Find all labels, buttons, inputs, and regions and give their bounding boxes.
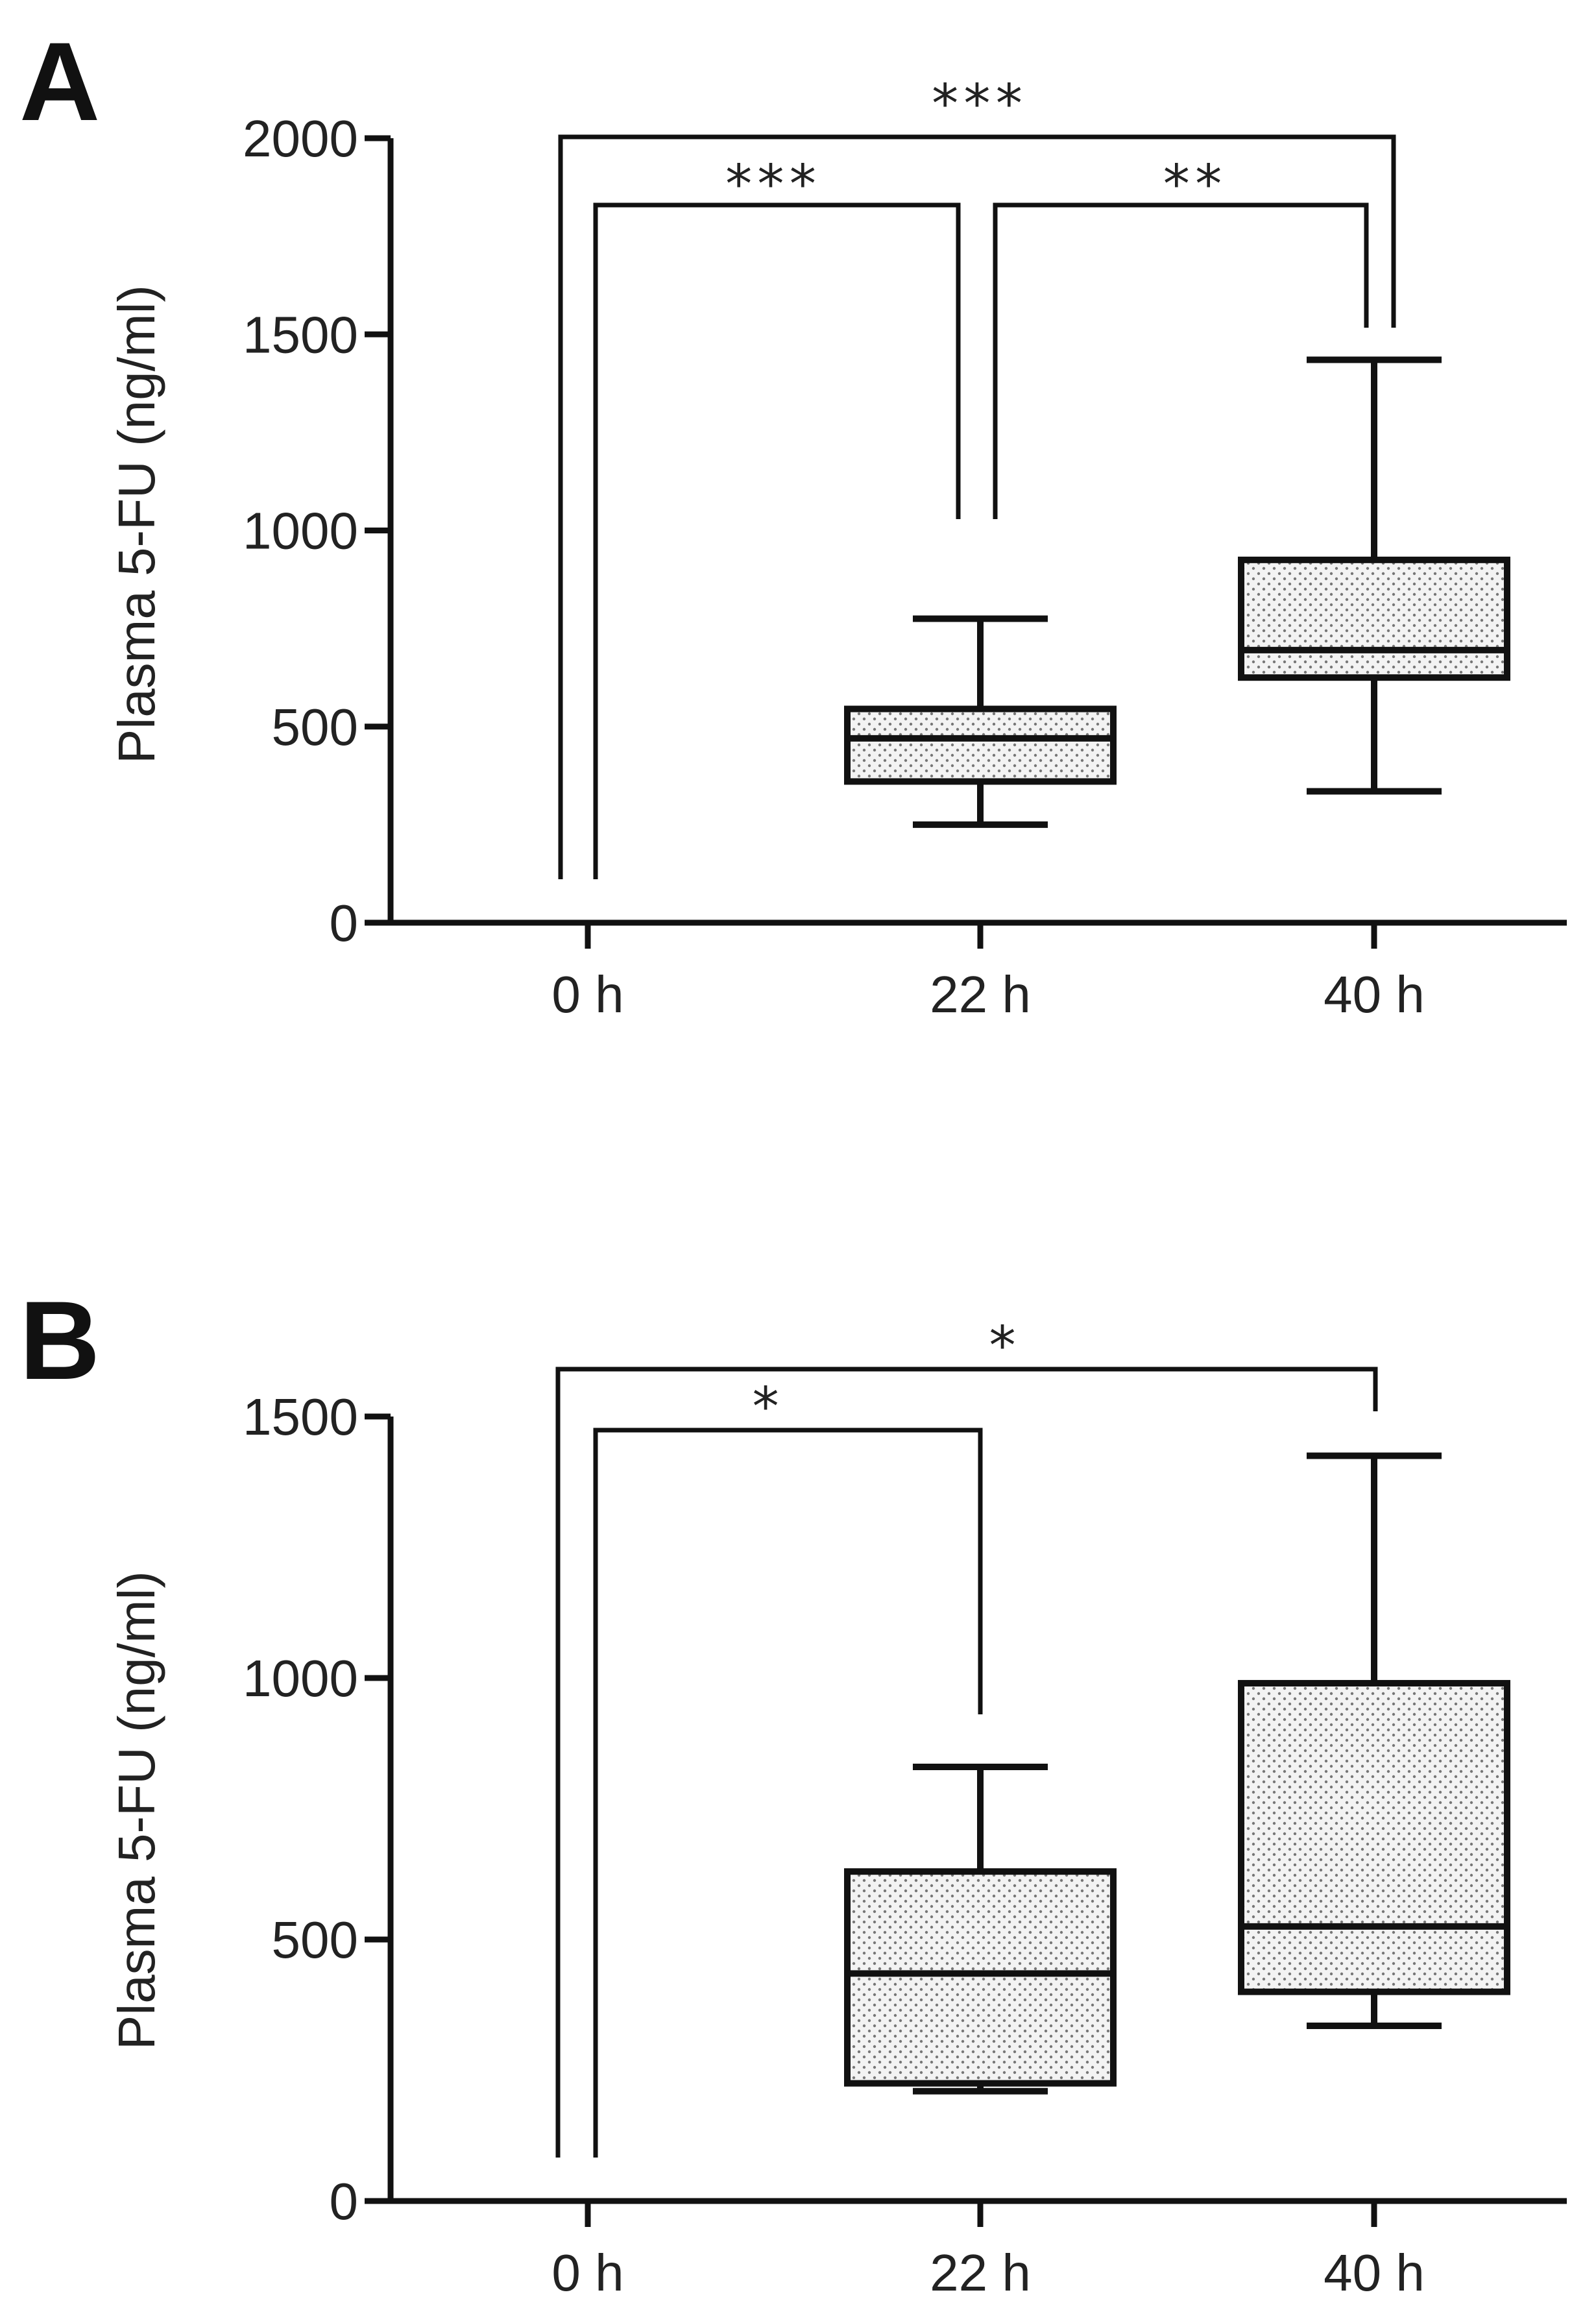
y-tick-label: 1000: [243, 1649, 358, 1707]
y-axis-title: Plasma 5-FU (ng/ml): [108, 285, 165, 764]
significance-bracket: [593, 202, 961, 879]
y-tick-label: 2000: [243, 110, 358, 167]
y-tick-label: 1500: [243, 306, 358, 363]
panel-label: A: [19, 19, 100, 144]
significance-label: **: [1161, 154, 1225, 215]
box-iqr: [844, 705, 1117, 785]
box-iqr: [844, 1868, 1117, 2087]
x-tick-label: 40 h: [1324, 966, 1425, 1023]
significance-bracket: [593, 1428, 983, 2158]
y-tick-label: 0: [330, 894, 359, 952]
significance-label: *: [749, 1376, 781, 1438]
box-group: [1238, 356, 1510, 795]
box-iqr: [1238, 1680, 1510, 1995]
x-tick-label: 0 h: [551, 966, 623, 1023]
x-tick-label: 0 h: [551, 2244, 623, 2302]
x-tick-label: 22 h: [930, 966, 1031, 1023]
significance-bracket: [558, 134, 1396, 879]
box-plot-a: A Plasma 5-FU (ng/ml) 0 500 1000 1500 2000 0 …: [19, 19, 1567, 1023]
plot-area: 0 500 1000 1500 0 h 22 h 40 h * *: [243, 1315, 1567, 2302]
y-tick-label: 1500: [243, 1388, 358, 1446]
box-group: [844, 1764, 1117, 2095]
y-tick-label: 0: [330, 2172, 359, 2230]
box-plot-b: B Plasma 5-FU (ng/ml) 0 500 1000 1500 0 h 22 …: [19, 1278, 1567, 2302]
box-iqr: [1238, 556, 1510, 681]
box-group: [844, 615, 1117, 828]
significance-bracket: [993, 202, 1369, 519]
y-tick-label: 500: [272, 698, 358, 756]
significance-label: *: [986, 1315, 1018, 1377]
panel-a: A Plasma 5-FU (ng/ml) 0 500 1000 1500 2000 0 …: [19, 19, 1567, 1023]
panel-label: B: [19, 1278, 100, 1403]
y-axis-title: Plasma 5-FU (ng/ml): [108, 1571, 165, 2050]
y-tick-label: 1000: [243, 502, 358, 560]
significance-label: ***: [723, 154, 819, 215]
x-tick-label: 40 h: [1324, 2244, 1425, 2302]
significance-bracket: [555, 1367, 1378, 2158]
significance-label: ***: [929, 73, 1025, 135]
panel-b: B Plasma 5-FU (ng/ml) 0 500 1000 1500 0 h 22 …: [0, 1162, 1596, 2323]
x-tick-label: 22 h: [930, 2244, 1031, 2302]
box-group: [1238, 1452, 1510, 2029]
y-tick-label: 500: [272, 1911, 358, 1969]
